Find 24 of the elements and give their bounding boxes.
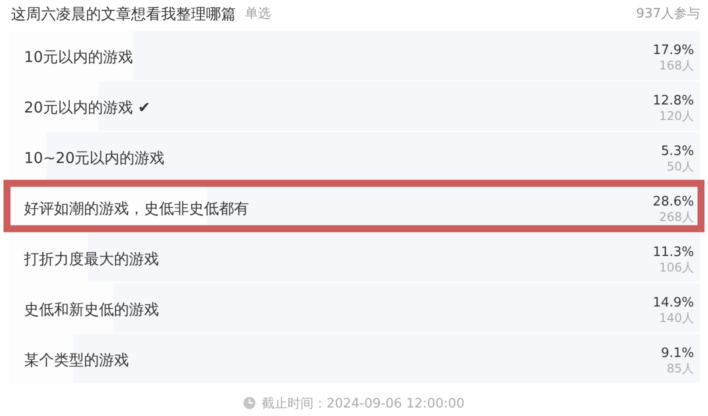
annotation: 168人 — [659, 58, 694, 73]
y-tick-label: 好评如潮的游戏，史低非史低都有 — [24, 200, 249, 218]
annotation: 50人 — [666, 160, 694, 174]
y-tick-label: 10元以内的游戏 — [24, 48, 134, 66]
data-label: 12.8% — [652, 94, 694, 109]
data-label: 28.6% — [652, 194, 694, 210]
y-tick-label: 20元以内的游戏 ✔ — [24, 98, 150, 117]
data-label: 14.9% — [652, 295, 694, 310]
annotation: 106人 — [659, 260, 694, 274]
data-label: 9.1% — [660, 346, 694, 361]
annotation: 140人 — [659, 310, 694, 325]
annotation: 85人 — [666, 361, 694, 376]
y-tick-label: 史低和新史低的游戏 — [24, 300, 159, 318]
text: 截止时间：2024-09-06 12:00:00 — [261, 396, 465, 412]
y-tick-label: 10~20元以内的游戏 — [24, 149, 165, 168]
y-tick-label: 某个类型的游戏 — [24, 350, 129, 369]
title: 这周六凌晨的文章想看我整理哪篇 单选 — [11, 5, 271, 23]
data-label: 17.9% — [652, 43, 694, 58]
annotation: 120人 — [659, 109, 694, 124]
annotation: 268人 — [659, 210, 694, 224]
text: 937人参与 — [636, 6, 700, 22]
y-tick-label: 打折力度最大的游戏 — [23, 250, 159, 268]
data-label: 11.3% — [652, 244, 694, 260]
data-label: 5.3% — [660, 144, 694, 160]
